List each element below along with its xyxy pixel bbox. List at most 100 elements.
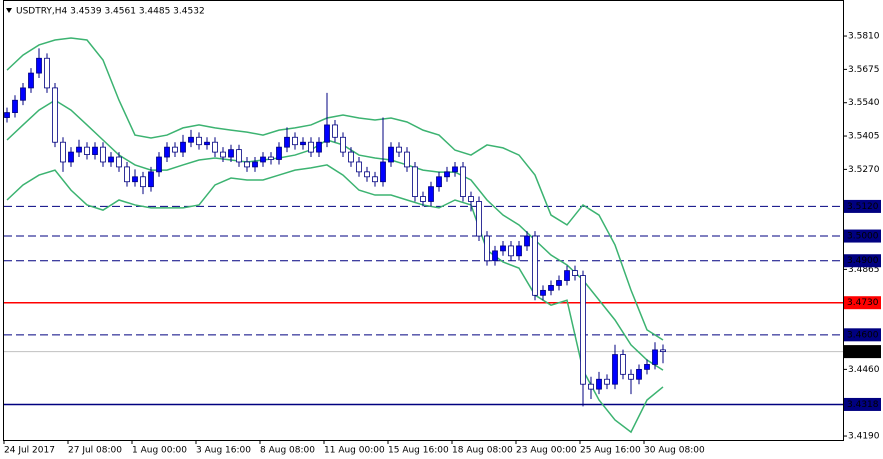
candle-body [572,270,578,276]
candle-body [220,151,226,158]
candle-body [604,378,610,385]
candle-body [316,141,322,153]
x-tick-label: 15 Aug 16:00 [388,446,449,456]
candle-body [532,235,538,296]
chart-title: USDTRY,H4 3.4539 3.4561 3.4485 3.4532 [16,7,205,17]
candle-body [628,373,634,380]
candle-body [308,141,314,153]
level-label: 3.4600 [847,330,879,340]
y-tick-label: 3.5810 [848,32,880,42]
candle-body [500,245,506,252]
level-label: 3.4730 [847,298,879,308]
candle-body [124,166,130,183]
candle-body [164,146,170,158]
candle-body [252,161,258,168]
candle-body [228,149,234,158]
x-tick-label: 11 Aug 00:00 [324,446,385,456]
level-label-bg [844,229,881,243]
candle-body [612,354,618,385]
candle-body [100,146,106,163]
candle-body [76,146,82,153]
candle-body [420,196,426,202]
candle-body [468,196,474,202]
level-label: 3.4318 [847,400,879,410]
candle-body [172,146,178,153]
y-tick-label: 3.5405 [848,132,880,142]
candle-body [292,136,298,146]
candle-body [52,87,58,143]
candle-body [388,146,394,163]
band-upper [6,37,664,341]
candle-body [564,270,570,281]
candle-body [484,235,490,262]
candle-body [324,124,330,143]
candle-body [364,171,370,178]
candle-body [348,151,354,163]
y-tick-label: 3.5270 [848,165,880,175]
candle-body [188,136,194,143]
candle-body [332,124,338,138]
candle-body [580,275,586,385]
candle-body [36,57,42,74]
x-tick-label: 30 Aug 08:00 [644,446,705,456]
candle-body [44,57,50,89]
candle-body [260,156,266,163]
x-tick-label: 24 Jul 2017 [4,446,55,456]
candle-body [132,176,138,183]
level-label-bg [844,199,881,213]
y-tick-label: 3.5675 [848,65,880,75]
candle-body [428,186,434,202]
candle-body [644,364,650,370]
candle-body [236,149,242,163]
level-label: 3.5000 [847,232,879,242]
level-label-bg [844,296,881,310]
level-label-bg [844,397,881,411]
candle-body [356,161,362,173]
candle-body [116,156,122,168]
candle-body [596,378,602,390]
candle-body [12,99,18,113]
candle-body [412,166,418,197]
candle-body [284,136,290,148]
x-tick-label: 3 Aug 16:00 [196,446,251,456]
y-tick-label: 3.4865 [848,265,880,275]
x-tick-label: 18 Aug 08:00 [452,446,513,456]
candle-body [516,245,522,257]
candle-body [436,176,442,188]
candle-body [372,176,378,183]
x-tick-label: 23 Aug 00:00 [516,446,577,456]
candle-body [588,383,594,390]
y-tick-label: 3.4460 [848,365,880,375]
candle-body [404,151,410,168]
x-tick-label: 1 Aug 00:00 [132,446,187,456]
candle-body [28,72,34,89]
candle-body [212,141,218,153]
candle-body [452,166,458,173]
candle-body [20,87,26,101]
level-label: 3.4900 [847,256,879,266]
band-middle [6,99,664,371]
candle-body [108,156,114,163]
candle-body [60,141,66,163]
candle-body [652,349,658,365]
candle-body [444,171,450,178]
candle-body [204,141,210,146]
y-tick-label: 3.5540 [848,98,880,108]
candle-body [92,146,98,155]
candle-body [156,156,162,173]
band-lower [6,164,664,434]
candle-body [396,146,402,153]
candle-body [196,136,202,146]
x-tick-label: 25 Aug 16:00 [580,446,641,456]
candle-body [140,176,146,188]
level-label-bg [844,254,881,268]
candle-body [300,141,306,146]
y-tick-label: 3.4190 [848,432,880,442]
candle-body [268,156,274,160]
candle-body [548,285,554,291]
level-label: 3.5120 [847,202,879,212]
candle-body [340,136,346,153]
menu-arrow[interactable] [6,8,12,13]
candle-body [276,146,282,160]
